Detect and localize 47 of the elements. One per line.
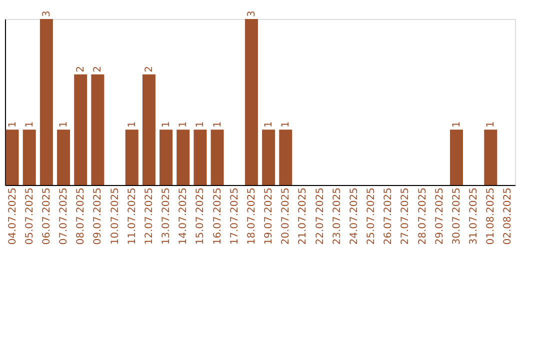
data-label: 1 [161, 121, 172, 128]
x-tick-label: 19.07.2025 [264, 188, 275, 245]
data-label: 3 [41, 10, 52, 17]
x-tick-label: 15.07.2025 [195, 188, 206, 245]
data-label: 2 [92, 66, 104, 72]
data-label: 1 [280, 121, 292, 128]
x-tick-label: 20.07.2025 [280, 188, 292, 245]
data-label: 1 [195, 121, 206, 128]
x-tick-label: 12.07.2025 [144, 188, 155, 245]
x-tick-label: 25.07.2025 [366, 188, 378, 245]
data-label: 3 [246, 10, 258, 17]
x-tick-label: 29.07.2025 [434, 188, 446, 245]
data-label: 1 [58, 121, 70, 128]
x-tick-label: 16.07.2025 [212, 188, 224, 245]
x-tick-label: 14.07.2025 [178, 188, 190, 245]
data-label: 1 [7, 121, 18, 128]
x-tick-label: 09.07.2025 [92, 188, 104, 245]
x-tick-label: 17.07.2025 [229, 188, 240, 245]
x-tick-label: 13.07.2025 [161, 188, 172, 245]
x-tick-label: 11.07.2025 [126, 188, 138, 245]
x-tick-label: 04.07.2025 [7, 188, 18, 245]
x-tick-label: 05.07.2025 [24, 188, 36, 245]
x-tick-label: 27.07.2025 [400, 188, 412, 245]
data-label: 1 [264, 121, 275, 128]
x-tick-label: 24.07.2025 [348, 188, 360, 245]
x-tick-label: 30.07.2025 [451, 188, 462, 245]
x-tick-label: 01.08.2025 [486, 188, 497, 245]
x-tick-label: 07.07.2025 [58, 188, 70, 245]
x-tick-label: 22.07.2025 [314, 188, 326, 245]
x-tick-label: 26.07.2025 [383, 188, 394, 245]
data-label: 1 [451, 121, 462, 128]
x-tick-label: 23.07.2025 [332, 188, 343, 245]
data-label: 1 [24, 121, 36, 128]
x-tick-label: 18.07.2025 [246, 188, 258, 245]
x-tick-label: 08.07.2025 [76, 188, 87, 245]
data-label: 1 [178, 121, 190, 128]
x-tick-label: 02.08.2025 [502, 188, 514, 245]
data-label: 2 [76, 66, 87, 72]
x-tick-label: 10.07.2025 [110, 188, 121, 245]
x-tick-label: 06.07.2025 [41, 188, 52, 245]
data-label: 1 [486, 121, 497, 128]
data-label: 1 [212, 121, 224, 128]
x-tick-label: 21.07.2025 [298, 188, 309, 245]
data-label: 2 [144, 66, 155, 72]
x-tick-label: 28.07.2025 [417, 188, 428, 245]
x-tick-label: 31.07.2025 [468, 188, 480, 245]
data-label: 1 [126, 121, 138, 128]
